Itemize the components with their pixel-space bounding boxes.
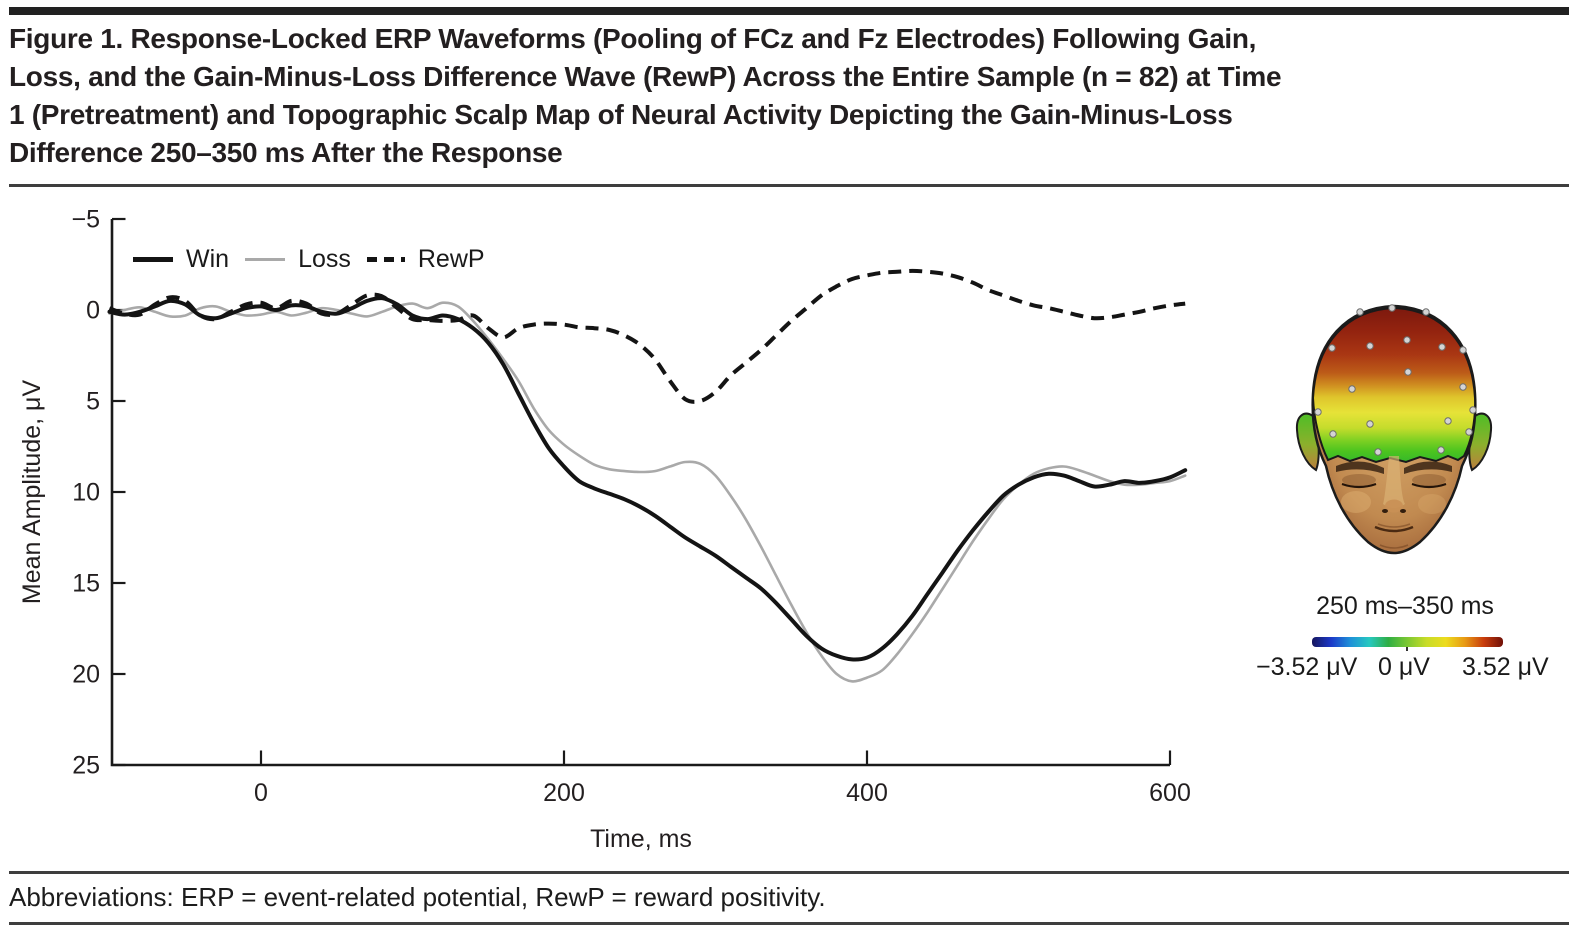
electrode-dot — [1374, 448, 1382, 456]
svg-text:5: 5 — [86, 388, 100, 416]
x-axis-title: Time, ms — [590, 825, 692, 853]
caption-line: Figure 1. Response-Locked ERP Waveforms … — [9, 23, 1257, 54]
footnote-divider-top — [9, 871, 1569, 874]
electrode-dot — [1422, 308, 1430, 316]
electrode-dot — [1469, 406, 1477, 414]
electrode-dot — [1459, 346, 1467, 354]
win-curve — [107, 296, 1188, 662]
electrode-dot — [1437, 446, 1445, 454]
electrode-dot — [1366, 420, 1374, 428]
electrode-dot — [1328, 344, 1336, 352]
scalp-colormap — [1311, 306, 1477, 464]
caption-line: Loss, and the Gain-Minus-Loss Difference… — [9, 61, 1282, 92]
loss-curve — [108, 301, 1187, 683]
electrode-dot — [1388, 304, 1396, 312]
win-line-sample — [133, 257, 173, 262]
electrode-dot — [1348, 385, 1356, 393]
svg-text:15: 15 — [72, 570, 100, 598]
electrode-dot — [1404, 368, 1412, 376]
electrode-dot — [1403, 336, 1411, 344]
svg-text:600: 600 — [1149, 779, 1191, 807]
electrode-dot — [1356, 308, 1364, 316]
electrode-dots — [1314, 304, 1477, 456]
caption-line: 1 (Pretreatment) and Topographic Scalp M… — [9, 99, 1233, 130]
electrode-dot — [1329, 430, 1337, 438]
electrode-dot — [1438, 343, 1446, 351]
footnote-divider-bottom — [9, 922, 1569, 925]
svg-text:0: 0 — [254, 779, 268, 807]
svg-text:200: 200 — [543, 779, 585, 807]
chart-legend: Win Loss RewP — [133, 245, 485, 274]
colorbar — [1312, 637, 1503, 651]
svg-text:10: 10 — [72, 479, 100, 507]
legend-label-rewp: RewP — [417, 245, 485, 273]
colorbar-zero-tick — [1406, 647, 1408, 651]
electrode-dot — [1314, 408, 1322, 416]
top-rule-bar — [9, 7, 1569, 15]
y-axis-title: Mean Amplitude, μV — [18, 380, 46, 605]
svg-text:−5: −5 — [71, 206, 100, 234]
colorbar-min-label: −3.52 μV — [1256, 653, 1358, 681]
caption-line: Difference 250–350 ms After the Response — [9, 137, 563, 168]
electrode-dot — [1444, 417, 1452, 425]
legend-item-loss: Loss — [245, 245, 351, 274]
legend-item-rewp: RewP — [366, 245, 485, 274]
caption-divider — [9, 184, 1569, 187]
legend-item-win: Win — [133, 245, 229, 274]
legend-label-loss: Loss — [298, 245, 351, 273]
electrode-dot — [1459, 383, 1467, 391]
svg-text:20: 20 — [72, 661, 100, 689]
face-features — [1336, 456, 1452, 549]
loss-line-sample — [245, 258, 286, 261]
rewp-line-sample — [366, 257, 405, 262]
svg-text:0: 0 — [86, 297, 100, 325]
svg-text:400: 400 — [846, 779, 888, 807]
svg-text:25: 25 — [72, 752, 100, 780]
colorbar-mid-label: 0 μV — [1378, 653, 1430, 681]
figure-caption: Figure 1. Response-Locked ERP Waveforms … — [9, 20, 1573, 172]
scalp-topography-map — [1295, 304, 1493, 555]
electrode-dot — [1465, 428, 1473, 436]
rewp-curve — [108, 268, 1186, 404]
colorbar-max-label: 3.52 μV — [1462, 653, 1549, 681]
electrode-dot — [1366, 342, 1374, 350]
chart-axes: −5 0 5 10 15 20 25 0 200 400 600 — [71, 206, 1190, 808]
legend-label-win: Win — [186, 245, 230, 273]
abbreviations-note: Abbreviations: ERP = event-related poten… — [9, 882, 826, 912]
time-window-label: 250 ms–350 ms — [1316, 592, 1494, 620]
